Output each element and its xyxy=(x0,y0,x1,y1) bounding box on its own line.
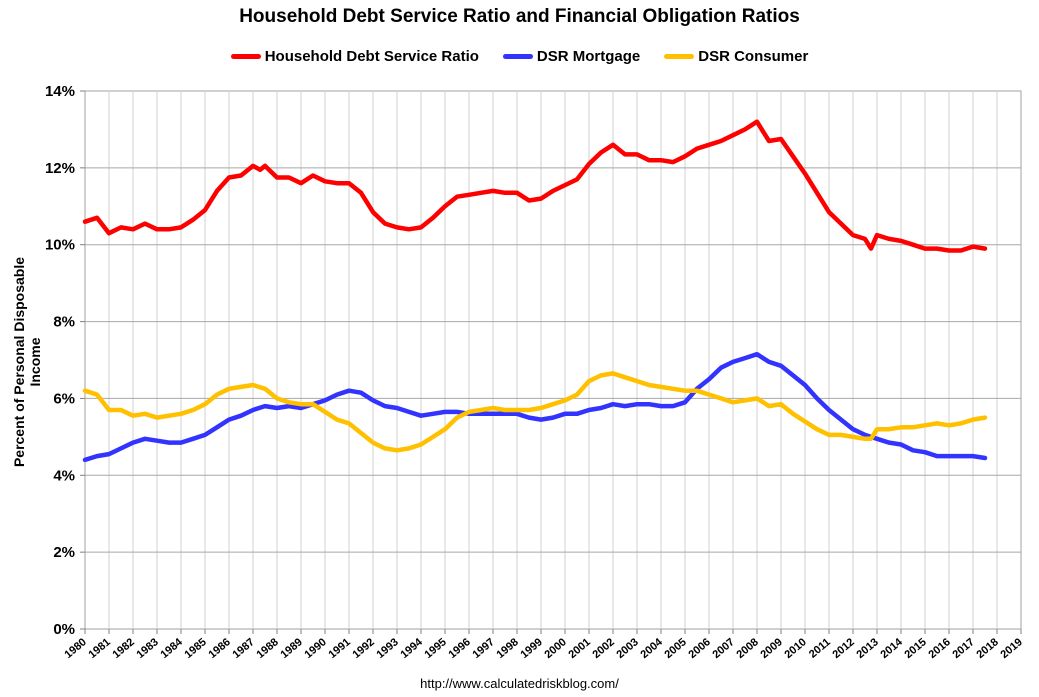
x-tick-label: 2004 xyxy=(638,636,665,661)
series-line-0 xyxy=(82,119,988,253)
x-tick-label: 1993 xyxy=(374,636,400,661)
y-tick-label: 10% xyxy=(45,237,75,254)
x-tick-label: 2006 xyxy=(686,636,712,661)
x-tick-label: 2000 xyxy=(542,636,568,661)
x-tick-label: 1994 xyxy=(398,636,425,661)
x-tick-label: 1991 xyxy=(326,636,352,661)
x-tick-label: 1983 xyxy=(134,636,160,661)
legend-item-dsr: Household Debt Service Ratio xyxy=(230,48,479,65)
x-tick-label: 2016 xyxy=(926,636,952,661)
y-tick-label: 4% xyxy=(53,467,75,484)
x-tick-label: 2018 xyxy=(974,636,1000,661)
plot-frame xyxy=(84,90,1022,630)
x-tick-label: 1992 xyxy=(350,636,376,661)
x-tick-label: 1997 xyxy=(470,636,496,661)
x-tick-label: 1988 xyxy=(254,636,280,661)
x-tick-label: 2005 xyxy=(662,636,688,661)
legend-swatch-mortgage xyxy=(502,54,533,59)
x-tick-label: 1987 xyxy=(230,636,256,661)
y-tick-label: 14% xyxy=(45,83,75,100)
x-tick-label: 1984 xyxy=(158,636,185,661)
x-tick-label: 2011 xyxy=(807,636,833,661)
y-tick-label: 0% xyxy=(53,621,75,638)
x-tick-label: 1981 xyxy=(86,636,112,661)
legend-swatch-consumer xyxy=(664,54,695,59)
x-tick-label: 1998 xyxy=(494,636,520,661)
y-tick-label: 6% xyxy=(53,390,75,407)
x-tick-label: 2017 xyxy=(950,636,976,661)
series-line-1 xyxy=(82,351,988,463)
legend-label-mortgage: DSR Mortgage xyxy=(536,48,641,65)
chart-title: Household Debt Service Ratio and Financi… xyxy=(239,6,800,27)
series-line-2 xyxy=(82,371,988,453)
x-tick-label: 2012 xyxy=(830,636,856,661)
x-tick-label: 2001 xyxy=(566,636,592,661)
legend-swatch-dsr xyxy=(230,54,261,59)
x-tick-label: 1985 xyxy=(182,636,208,661)
x-tick-label: 2015 xyxy=(902,636,928,661)
y-tick-label: 12% xyxy=(45,160,75,177)
x-tick-label: 2010 xyxy=(782,636,808,661)
x-tick-label: 2007 xyxy=(710,636,736,661)
y-tick-label: 8% xyxy=(53,314,75,331)
x-tick-label: 1980 xyxy=(62,636,88,661)
legend-label-consumer: DSR Consumer xyxy=(698,48,809,65)
x-tick-label: 2003 xyxy=(614,636,640,661)
legend-item-consumer: DSR Consumer xyxy=(664,48,808,65)
x-tick-label: 2008 xyxy=(734,636,760,661)
y-tick-label: 2% xyxy=(53,544,75,561)
x-tick-label: 1989 xyxy=(278,636,304,661)
source-url: http://www.calculatedriskblog.com/ xyxy=(420,676,619,691)
x-tick-label: 1990 xyxy=(302,636,328,661)
x-tick-label: 1996 xyxy=(446,636,472,661)
x-tick-label: 1986 xyxy=(206,636,232,661)
x-tick-label: 1982 xyxy=(110,636,136,661)
x-tick-label: 2002 xyxy=(590,636,616,661)
x-tick-label: 1995 xyxy=(422,636,448,661)
legend-item-mortgage: DSR Mortgage xyxy=(502,48,641,65)
x-tick-label: 2014 xyxy=(878,636,905,661)
legend: Household Debt Service Ratio DSR Mortgag… xyxy=(0,48,1039,65)
x-tick-label: 1999 xyxy=(518,636,544,661)
legend-label-dsr: Household Debt Service Ratio xyxy=(264,48,479,65)
x-tick-label: 2019 xyxy=(998,636,1024,661)
x-tick-label: 2013 xyxy=(854,636,880,661)
x-tick-label: 2009 xyxy=(758,636,784,661)
